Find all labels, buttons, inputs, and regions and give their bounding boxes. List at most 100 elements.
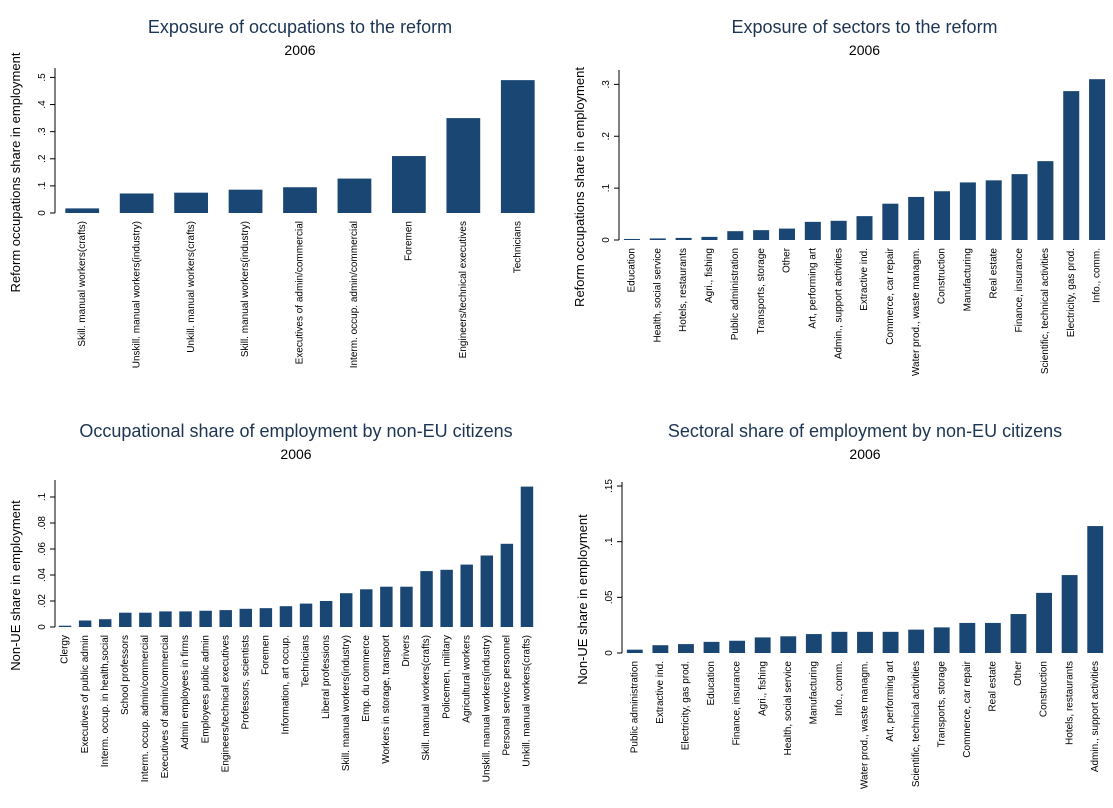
- bar: [520, 486, 534, 627]
- x-tick-label: Extractive ind.: [859, 248, 870, 311]
- x-tick-label: Other: [782, 247, 793, 273]
- bar: [139, 612, 152, 627]
- x-tick-label: Admin employees in firms: [180, 635, 191, 749]
- bar: [1087, 526, 1104, 653]
- x-tick-label: Agri., fishing: [704, 248, 715, 303]
- y-tick-label: .1: [604, 537, 615, 546]
- bar: [319, 601, 333, 627]
- bar: [219, 610, 232, 627]
- bar: [500, 80, 535, 213]
- bar: [1036, 592, 1052, 653]
- x-tick-label: Executives of admin/commercial: [295, 221, 306, 364]
- x-tick-label: Hotels, restaurants: [678, 248, 689, 332]
- x-tick-label: Info., comm.: [834, 661, 845, 716]
- bar: [392, 156, 426, 213]
- y-axis-label: Non-UE share in employment: [8, 500, 23, 671]
- bar: [159, 611, 172, 627]
- bar: [65, 208, 100, 213]
- bar: [908, 629, 925, 653]
- x-tick-label: Education: [627, 248, 638, 292]
- bar: [780, 636, 797, 653]
- x-tick-label: Public administration: [629, 661, 640, 753]
- bar: [675, 237, 692, 240]
- bar: [753, 230, 770, 240]
- y-tick-label: 0: [601, 237, 612, 243]
- bar: [754, 637, 771, 653]
- x-tick-label: Extractive ind.: [655, 661, 666, 724]
- x-tick-label: Real estate: [988, 661, 999, 712]
- x-tick-label: Professors, scientists: [240, 635, 251, 729]
- x-tick-label: Interm. occup. in health,social: [100, 635, 111, 767]
- x-tick-label: Scientific, technical activities: [1040, 248, 1051, 374]
- bar: [959, 622, 976, 653]
- bar: [652, 645, 669, 653]
- bar: [174, 192, 208, 213]
- y-axis-label: Reform occupations share in employment: [8, 52, 23, 292]
- bar: [1011, 174, 1028, 240]
- bar: [460, 564, 473, 627]
- x-tick-label: Skill. manual workers(industry): [341, 635, 352, 771]
- bar: [1061, 575, 1078, 653]
- bar: [959, 182, 976, 240]
- bar: [882, 203, 899, 240]
- x-tick-label: Scientific, technical activities: [911, 661, 922, 787]
- x-tick-label: Health, social service: [652, 248, 663, 343]
- bar: [279, 606, 293, 627]
- x-tick-label: Policemen, military: [441, 635, 452, 719]
- x-tick-label: Liberal professions: [321, 635, 332, 719]
- x-tick-label: Interm. occup. admin/commercial: [349, 221, 360, 368]
- x-tick-label: Construction: [937, 248, 948, 304]
- x-tick-label: Clergy: [60, 635, 71, 664]
- x-tick-label: Technicians: [512, 221, 523, 273]
- x-tick-label: Health, social service: [783, 661, 794, 756]
- x-tick-label: Admin., support activities: [833, 248, 844, 359]
- chart-panel: Occupational share of employment by non-…: [8, 421, 534, 782]
- x-tick-label: Transports, storage: [756, 248, 767, 335]
- bar: [804, 221, 821, 240]
- x-tick-label: Unskill. manual workers(industry): [131, 221, 142, 368]
- y-tick-label: .2: [601, 132, 612, 141]
- bar: [778, 228, 795, 240]
- x-tick-label: Commerce, car repair: [885, 247, 896, 344]
- x-tick-label: Agricultural workers: [461, 635, 472, 723]
- bar: [933, 627, 950, 653]
- bar: [299, 603, 313, 627]
- x-tick-label: School professors: [120, 635, 131, 715]
- bar: [119, 612, 132, 627]
- chart-title: Exposure of occupations to the reform: [148, 17, 452, 37]
- bar: [1063, 91, 1080, 241]
- x-tick-label: Finance, insurance: [732, 661, 743, 746]
- chart-panel: Exposure of sectors to the reform 2006 Ref…: [572, 17, 1106, 376]
- chart-title: Sectoral share of employment by non-EU c…: [668, 421, 1062, 441]
- x-tick-label: Admin., support activities: [1090, 661, 1101, 772]
- x-tick-label: Employees public admin: [200, 635, 211, 743]
- y-axis-label: Reform occupations share in employment: [572, 67, 587, 307]
- x-tick-label: Electricity, gas prod.: [681, 661, 692, 750]
- x-tick-label: Info., comm.: [1092, 248, 1103, 303]
- x-tick-label: Information, art occup.: [281, 635, 292, 735]
- y-tick-label: .3: [37, 127, 48, 136]
- bar: [78, 620, 92, 627]
- x-tick-label: Foremen: [404, 221, 415, 261]
- x-tick-label: Unkill. manual workers(crafts): [186, 221, 197, 353]
- bar: [360, 589, 373, 627]
- bar: [649, 238, 666, 240]
- x-tick-label: Skill. manual workers(crafts): [421, 635, 432, 761]
- x-tick-label: Art, performing art: [885, 661, 896, 742]
- bar: [259, 608, 273, 627]
- bar: [1037, 161, 1054, 240]
- bar: [199, 610, 212, 627]
- x-tick-label: Engineers/technical executives: [458, 221, 469, 358]
- chart-subtitle: 2006: [280, 446, 311, 462]
- x-tick-label: Foremen: [261, 635, 272, 675]
- x-tick-label: Interm. occup. admin/commercial: [140, 635, 151, 782]
- bar: [623, 238, 640, 240]
- bar: [626, 649, 643, 653]
- bar: [856, 216, 873, 240]
- x-tick-label: Executives of admin/commercial: [160, 635, 171, 778]
- y-tick-label: 0: [37, 624, 48, 630]
- bar: [440, 569, 453, 627]
- x-tick-label: Workers in storage, transport: [381, 635, 392, 764]
- x-tick-label: Skill. manual workers(crafts): [77, 221, 88, 347]
